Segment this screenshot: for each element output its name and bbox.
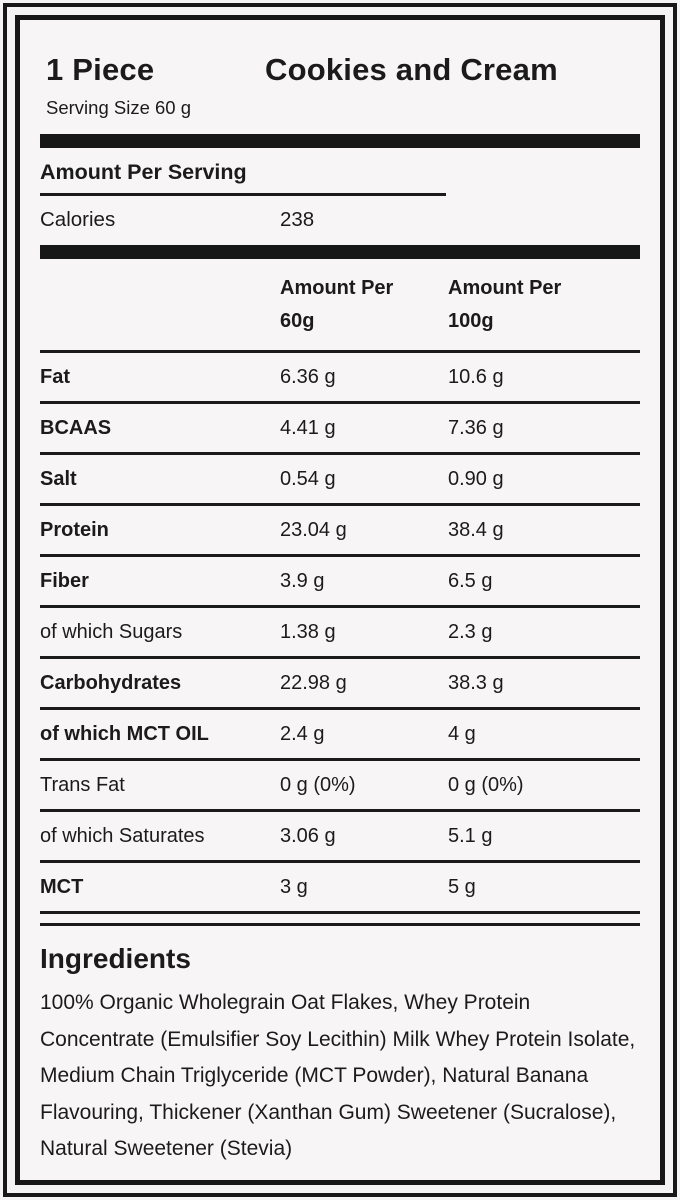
- nutrient-label: of which MCT OIL: [40, 722, 209, 745]
- nutrient-label: Protein: [40, 518, 109, 541]
- nutrient-label: Salt: [40, 467, 77, 490]
- value-per-60g: 3.9 g: [280, 569, 325, 592]
- nutrient-label: Carbohydrates: [40, 671, 182, 694]
- nutrient-label: Fiber: [40, 569, 89, 592]
- table-row: MCT 3 g 5 g: [40, 863, 640, 914]
- value-per-100g: 5 g: [448, 875, 476, 898]
- nutrient-label: BCAAS: [40, 416, 112, 439]
- value-per-100g: 2.3 g: [448, 620, 493, 643]
- table-header: Amount Per 60g Amount Per 100g: [40, 259, 640, 353]
- value-per-100g: 0 g (0%): [448, 773, 524, 796]
- value-per-100g: 4 g: [448, 722, 476, 745]
- value-per-60g: 23.04 g: [280, 518, 347, 541]
- column-header-60g-line2: 60g: [280, 310, 315, 332]
- empty-header-cell: [40, 272, 280, 338]
- value-per-100g: 7.36 g: [448, 416, 504, 439]
- column-header-100g-line2: 100g: [448, 310, 494, 332]
- label-header: 1 Piece Cookies and Cream: [40, 52, 640, 88]
- nutrient-label: MCT: [40, 875, 84, 898]
- column-header-100g-line1: Amount Per: [448, 277, 562, 299]
- value-per-100g: 10.6 g: [448, 365, 504, 388]
- value-per-60g: 4.41 g: [280, 416, 336, 439]
- table-row: of which MCT OIL 2.4 g 4 g: [40, 710, 640, 761]
- nutrient-label: of which Saturates: [40, 824, 205, 847]
- label-outer-border: 1 Piece Cookies and Cream Serving Size 6…: [3, 3, 677, 1197]
- column-header-60g-line1: Amount Per: [280, 277, 394, 299]
- value-per-60g: 3 g: [280, 875, 308, 898]
- value-per-100g: 6.5 g: [448, 569, 493, 592]
- value-per-100g: 5.1 g: [448, 824, 493, 847]
- table-row: Salt 0.54 g 0.90 g: [40, 455, 640, 506]
- value-per-100g: 0.90 g: [448, 467, 504, 490]
- serving-size: Serving Size 60 g: [46, 97, 192, 118]
- table-row: of which Sugars 1.38 g 2.3 g: [40, 608, 640, 659]
- value-per-60g: 0 g (0%): [280, 773, 356, 796]
- separator-bar-table: [40, 245, 640, 259]
- calories-value: 238: [280, 208, 315, 231]
- separator-bar-top: [40, 134, 640, 148]
- nutrient-label: of which Sugars: [40, 620, 183, 643]
- column-header-100g: Amount Per 100g: [448, 272, 640, 338]
- value-per-60g: 1.38 g: [280, 620, 336, 643]
- nutrient-label: Fat: [40, 365, 70, 388]
- calories-label: Calories: [40, 208, 116, 231]
- amount-per-serving-heading: Amount Per Serving: [40, 160, 247, 184]
- table-end-rule: [40, 923, 640, 926]
- table-row: of which Saturates 3.06 g 5.1 g: [40, 812, 640, 863]
- ingredients-heading: Ingredients: [40, 943, 191, 974]
- column-header-60g: Amount Per 60g: [280, 272, 448, 338]
- table-row: BCAAS 4.41 g 7.36 g: [40, 404, 640, 455]
- serving-count: 1 Piece: [46, 52, 155, 87]
- heading-underline: [40, 193, 446, 196]
- value-per-100g: 38.3 g: [448, 671, 504, 694]
- value-per-60g: 3.06 g: [280, 824, 336, 847]
- ingredients-text: 100% Organic Wholegrain Oat Flakes, Whey…: [40, 991, 636, 1160]
- calories-row: Calories 238: [40, 208, 640, 232]
- value-per-60g: 2.4 g: [280, 722, 325, 745]
- table-row: Protein 23.04 g 38.4 g: [40, 506, 640, 557]
- table-row: Fat 6.36 g 10.6 g: [40, 353, 640, 404]
- table-row: Trans Fat 0 g (0%) 0 g (0%): [40, 761, 640, 812]
- table-row: Carbohydrates 22.98 g 38.3 g: [40, 659, 640, 710]
- table-row: Fiber 3.9 g 6.5 g: [40, 557, 640, 608]
- value-per-60g: 6.36 g: [280, 365, 336, 388]
- value-per-60g: 0.54 g: [280, 467, 336, 490]
- value-per-100g: 38.4 g: [448, 518, 504, 541]
- nutrient-label: Trans Fat: [40, 773, 125, 796]
- value-per-60g: 22.98 g: [280, 671, 347, 694]
- nutrition-label: 1 Piece Cookies and Cream Serving Size 6…: [15, 15, 665, 1185]
- flavor-name: Cookies and Cream: [265, 52, 558, 87]
